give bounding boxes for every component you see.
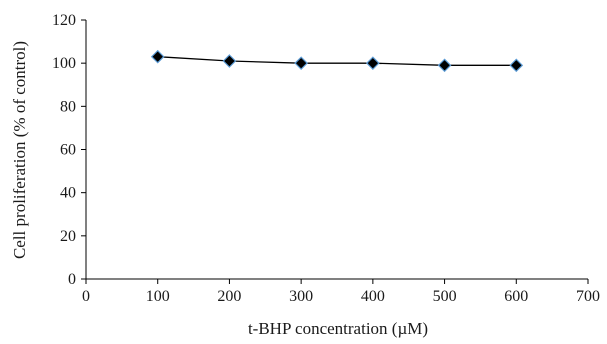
- y-tick-label: 80: [60, 98, 76, 115]
- x-tick-label: 200: [217, 288, 241, 305]
- data-point: [150, 49, 165, 64]
- y-axis: 0 20 40 60 80 100 120: [52, 12, 87, 288]
- y-tick-label: 20: [60, 228, 76, 245]
- y-tick-label: 100: [52, 55, 76, 72]
- data-point: [294, 56, 308, 71]
- y-tick-label: 0: [68, 271, 76, 288]
- y-tick-label: 40: [60, 185, 76, 202]
- data-point: [366, 56, 380, 71]
- data-point: [437, 58, 452, 73]
- x-tick-label: 700: [576, 288, 600, 305]
- series-layer: [150, 49, 524, 73]
- x-tick-label: 500: [433, 288, 457, 305]
- y-axis-label: Cell proliferation (% of control): [10, 41, 29, 259]
- y-tick-label: 120: [52, 12, 76, 29]
- x-tick-label: 0: [82, 288, 90, 305]
- y-tick-label: 60: [60, 142, 76, 159]
- x-axis: 0 100 200 300 400 500 600 700: [82, 278, 600, 305]
- x-axis-label: t-BHP concentration (µM): [248, 319, 428, 338]
- x-tick-label: 400: [361, 288, 385, 305]
- x-tick-label: 300: [289, 288, 313, 305]
- data-point: [222, 54, 237, 68]
- series-line: [157, 56, 517, 66]
- x-tick-label: 600: [504, 288, 528, 305]
- x-tick-label: 100: [146, 288, 170, 305]
- data-point: [509, 58, 524, 73]
